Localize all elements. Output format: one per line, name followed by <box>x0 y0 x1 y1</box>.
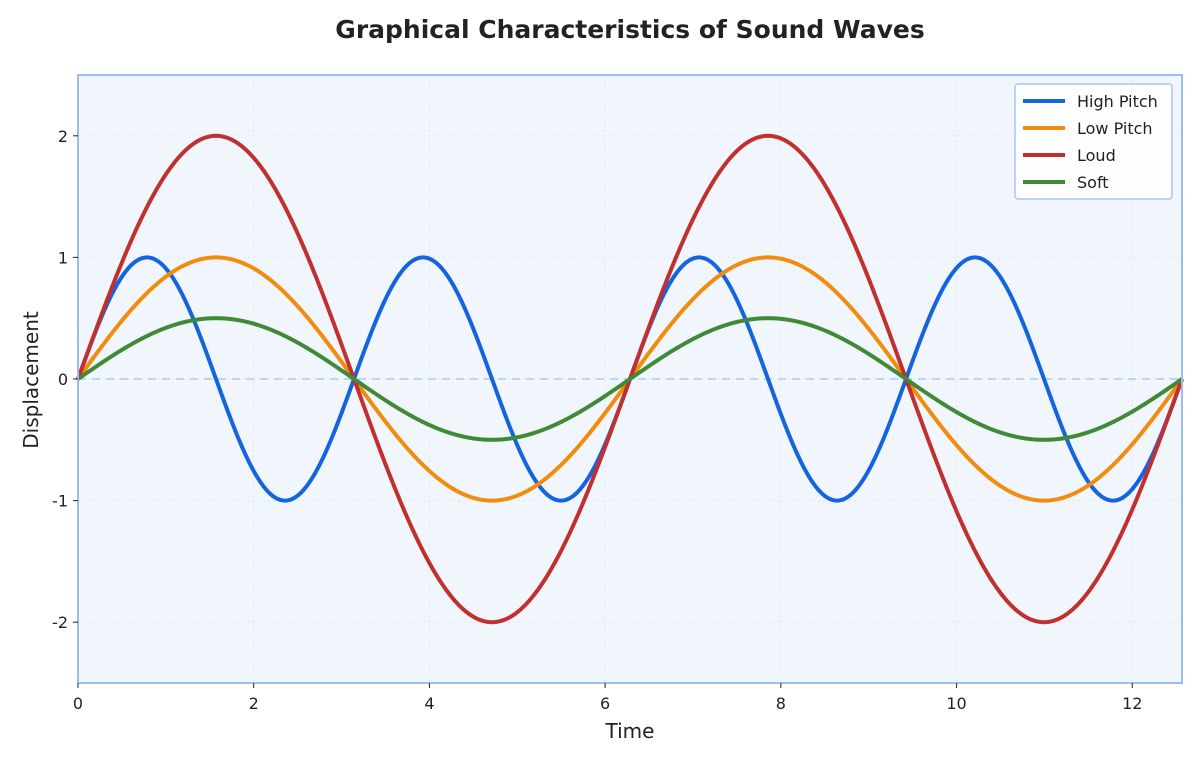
legend: High Pitch Low Pitch Loud Soft <box>1014 83 1173 200</box>
x-tick-label: 4 <box>424 694 434 713</box>
y-axis-label: Displacement <box>19 311 43 449</box>
x-tick-label: 12 <box>1122 694 1142 713</box>
y-tick-label: 1 <box>58 248 68 267</box>
legend-label: Low Pitch <box>1077 119 1153 138</box>
x-ticks: 0 2 4 6 8 10 12 <box>73 683 1142 713</box>
y-tick-label: -1 <box>52 492 68 511</box>
x-tick-label: 8 <box>776 694 786 713</box>
legend-label: Soft <box>1077 173 1109 192</box>
legend-label: High Pitch <box>1077 92 1158 111</box>
legend-box <box>1014 83 1173 200</box>
legend-label: Loud <box>1077 146 1116 165</box>
chart-title: Graphical Characteristics of Sound Waves <box>335 15 924 44</box>
series-layer <box>76 133 1184 625</box>
y-tick-label: 2 <box>58 127 68 146</box>
x-axis-label: Time <box>605 719 655 743</box>
x-tick-label: 0 <box>73 694 83 713</box>
y-ticks: -2 -1 0 1 2 <box>52 127 78 632</box>
y-tick-label: 0 <box>58 370 68 389</box>
series-line-soft <box>76 316 1184 442</box>
x-tick-label: 10 <box>946 694 966 713</box>
x-tick-label: 6 <box>600 694 610 713</box>
x-tick-label: 2 <box>249 694 259 713</box>
y-tick-label: -2 <box>52 613 68 632</box>
